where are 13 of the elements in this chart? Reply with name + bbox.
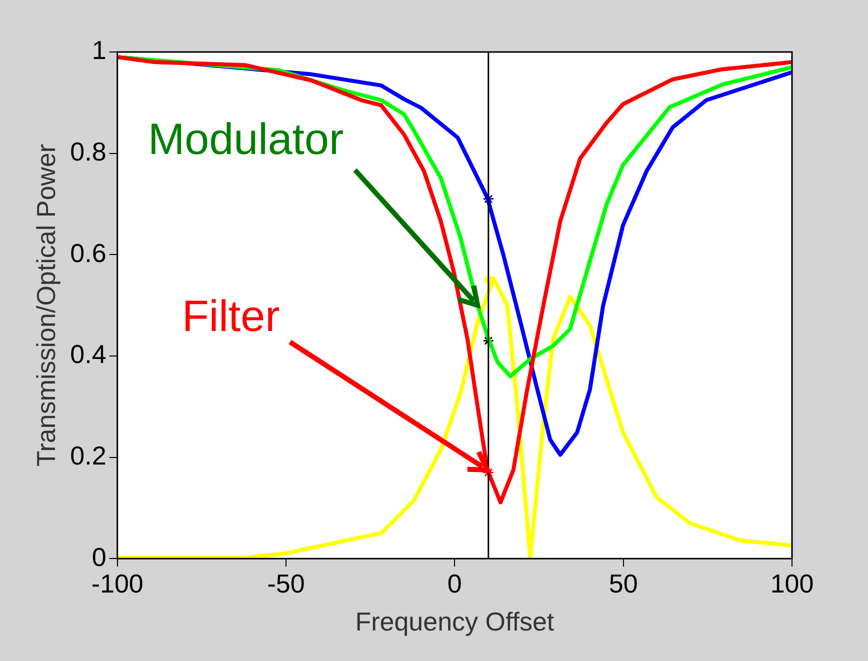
- y-axis-title: Transmission/Optical Power: [30, 144, 61, 467]
- x-tick-label: -50: [267, 568, 305, 598]
- y-tick-label: 0.4: [70, 339, 106, 370]
- annotation: Filter: [182, 292, 280, 341]
- y-tick-label: 1: [92, 35, 106, 66]
- y-tick-label: 0.8: [70, 136, 106, 166]
- x-axis-title: Frequency Offset: [355, 606, 555, 637]
- y-tick-label: 0.2: [70, 440, 106, 470]
- x-tick-label: 100: [770, 568, 814, 598]
- x-tick-label: 50: [608, 568, 638, 598]
- annotation: Modulator: [148, 115, 344, 164]
- y-tick-label: 0.6: [70, 238, 106, 268]
- x-tick-label: 0: [447, 568, 462, 598]
